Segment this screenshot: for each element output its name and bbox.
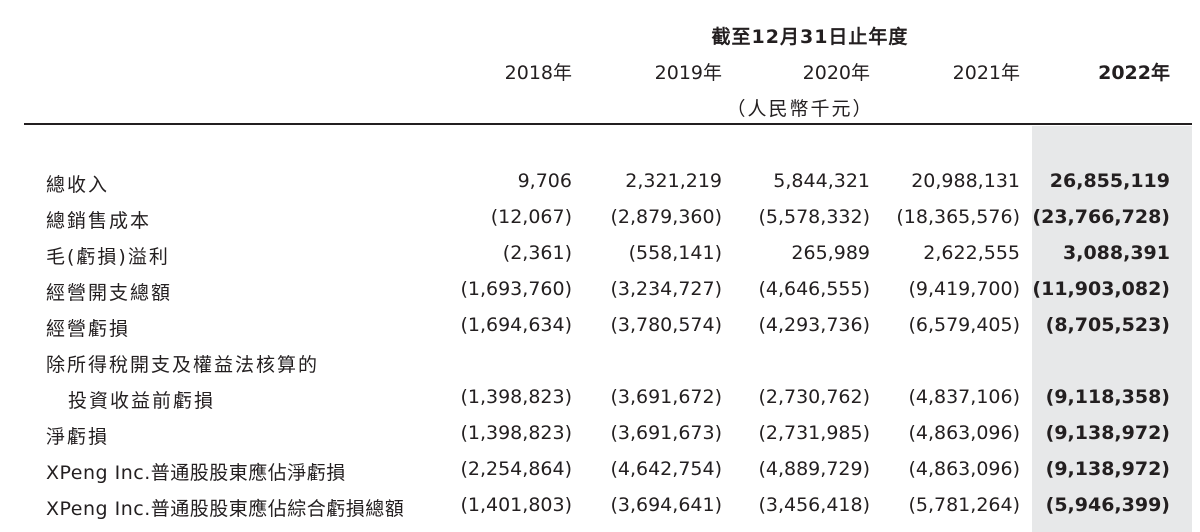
cell-2021: (18,365,576): [896, 206, 1020, 228]
row-label: 經營開支總額: [46, 282, 173, 304]
cell-2018: (1,694,634): [460, 314, 572, 336]
cell-2022: 26,855,119: [1049, 170, 1170, 192]
row-label: 毛(虧損)溢利: [46, 246, 170, 268]
current-year-highlight: [1032, 126, 1192, 532]
cell-2022: (23,766,728): [1032, 206, 1170, 228]
cell-2019: (3,234,727): [610, 278, 722, 300]
cell-2020: (4,293,736): [758, 314, 870, 336]
cell-2022: (8,705,523): [1045, 314, 1170, 336]
cell-2018: (2,254,864): [460, 458, 572, 480]
cell-2022: (5,946,399): [1045, 494, 1170, 516]
cell-2019: (3,691,672): [610, 386, 722, 408]
cell-2021: (4,863,096): [908, 458, 1020, 480]
row-label: 總收入: [46, 174, 110, 196]
row-label: XPeng Inc.普通股股東應佔綜合虧損總額: [46, 498, 405, 520]
row-label: 淨虧損: [46, 426, 110, 448]
cell-2022: 3,088,391: [1063, 242, 1170, 264]
year-header-2019: 2019年: [654, 62, 722, 84]
cell-2021: (9,419,700): [908, 278, 1020, 300]
table-row-operating-expenses: 經營開支總額 (1,693,760) (3,234,727) (4,646,55…: [0, 278, 1200, 314]
cell-2020: 5,844,321: [773, 170, 870, 192]
cell-2021: 2,622,555: [923, 242, 1020, 264]
cell-2018: (1,398,823): [460, 422, 572, 444]
cell-2020: (5,578,332): [758, 206, 870, 228]
table-row-comprehensive-loss-to-shareholders: XPeng Inc.普通股股東應佔綜合虧損總額 (1,401,803) (3,6…: [0, 494, 1200, 530]
cell-2019: (2,879,360): [610, 206, 722, 228]
row-label: XPeng Inc.普通股股東應佔淨虧損: [46, 462, 346, 484]
cell-2021: (6,579,405): [908, 314, 1020, 336]
year-header-2021: 2021年: [952, 62, 1020, 84]
cell-2021: 20,988,131: [911, 170, 1020, 192]
table-row-total-revenue: 總收入 9,706 2,321,219 5,844,321 20,988,131…: [0, 170, 1200, 206]
table-row-pretax-loss: 投資收益前虧損 (1,398,823) (3,691,672) (2,730,7…: [0, 386, 1200, 422]
row-label: 總銷售成本: [46, 210, 152, 232]
cell-2022: (9,118,358): [1045, 386, 1170, 408]
row-label: 除所得稅開支及權益法核算的: [46, 354, 320, 376]
year-header-2020: 2020年: [802, 62, 870, 84]
cell-2022: (11,903,082): [1032, 278, 1170, 300]
table-row-cost-of-sales: 總銷售成本 (12,067) (2,879,360) (5,578,332) (…: [0, 206, 1200, 242]
cell-2021: (4,863,096): [908, 422, 1020, 444]
header-rule: [24, 123, 1192, 125]
cell-2020: (4,889,729): [758, 458, 870, 480]
cell-2019: (4,642,754): [610, 458, 722, 480]
cell-2018: (12,067): [490, 206, 572, 228]
cell-2022: (9,138,972): [1045, 458, 1170, 480]
cell-2021: (4,837,106): [908, 386, 1020, 408]
cell-2018: (2,361): [502, 242, 572, 264]
table-row-pretax-heading: 除所得稅開支及權益法核算的: [0, 350, 1200, 386]
year-header-2018: 2018年: [504, 62, 572, 84]
row-label: 投資收益前虧損: [68, 390, 216, 412]
cell-2018: (1,398,823): [460, 386, 572, 408]
cell-2019: 2,321,219: [625, 170, 722, 192]
period-title: 截至12月31日止年度: [711, 26, 909, 48]
cell-2019: (3,780,574): [610, 314, 722, 336]
cell-2018: 9,706: [517, 170, 572, 192]
cell-2020: (2,730,762): [758, 386, 870, 408]
cell-2021: (5,781,264): [908, 494, 1020, 516]
cell-2019: (3,691,673): [610, 422, 722, 444]
cell-2022: (9,138,972): [1045, 422, 1170, 444]
cell-2020: (3,456,418): [758, 494, 870, 516]
table-row-operating-loss: 經營虧損 (1,694,634) (3,780,574) (4,293,736)…: [0, 314, 1200, 350]
cell-2019: (558,141): [628, 242, 722, 264]
table-row-net-loss: 淨虧損 (1,398,823) (3,691,673) (2,731,985) …: [0, 422, 1200, 458]
row-label: 經營虧損: [46, 318, 131, 340]
table-row-gross-profit: 毛(虧損)溢利 (2,361) (558,141) 265,989 2,622,…: [0, 242, 1200, 278]
cell-2018: (1,693,760): [460, 278, 572, 300]
cell-2020: 265,989: [791, 242, 870, 264]
table-row-net-loss-to-shareholders: XPeng Inc.普通股股東應佔淨虧損 (2,254,864) (4,642,…: [0, 458, 1200, 494]
cell-2018: (1,401,803): [460, 494, 572, 516]
cell-2020: (2,731,985): [758, 422, 870, 444]
unit-label: （人民幣千元）: [726, 98, 874, 120]
cell-2019: (3,694,641): [610, 494, 722, 516]
year-header-2022: 2022年: [1098, 62, 1170, 84]
cell-2020: (4,646,555): [758, 278, 870, 300]
